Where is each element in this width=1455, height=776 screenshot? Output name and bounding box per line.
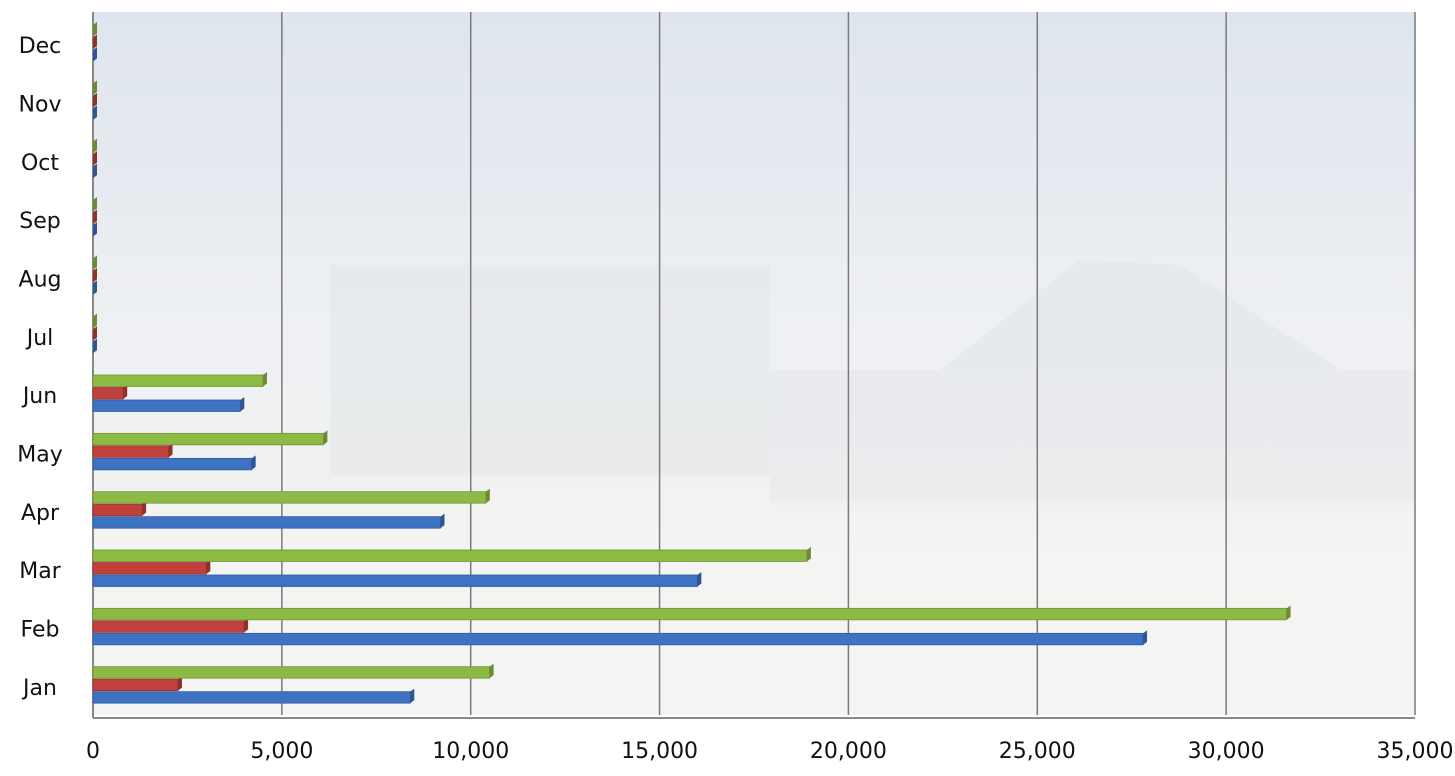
bar-end [93, 47, 97, 62]
bar [92, 574, 698, 587]
bar [92, 432, 324, 446]
bar-end [440, 513, 445, 529]
bar-end [93, 151, 97, 166]
bar [92, 491, 487, 504]
bar [92, 562, 207, 575]
bar-end [244, 617, 249, 633]
bar [92, 374, 264, 387]
bar [92, 445, 169, 458]
bar-end [123, 384, 128, 399]
y-tick-label: Nov [19, 93, 62, 118]
bar-end [93, 267, 97, 283]
bar-end [142, 501, 147, 516]
background-roof [940, 260, 1340, 370]
bar-end [93, 313, 97, 329]
x-tick-label: 15,000 [621, 739, 698, 764]
x-tick-label: 30,000 [1188, 739, 1265, 764]
x-tick-label: 35,000 [1377, 739, 1454, 764]
bar-end [93, 138, 97, 154]
y-tick-label: Apr [21, 501, 60, 526]
bar [92, 549, 808, 562]
bar [92, 399, 241, 412]
bar [92, 632, 1144, 646]
bar-end [93, 222, 97, 237]
x-tick-label: 0 [86, 739, 100, 764]
y-tick-label: Mar [19, 559, 61, 584]
y-tick-label: Oct [21, 151, 59, 176]
y-tick-label: Dec [19, 34, 62, 59]
bar-end [323, 430, 328, 445]
bar-end [93, 197, 97, 212]
bar [92, 666, 491, 679]
bar [92, 620, 245, 633]
bar-end [93, 209, 97, 224]
bar [92, 678, 179, 692]
bar-end [93, 326, 97, 341]
y-tick-label: May [17, 443, 62, 468]
bar-end [240, 397, 245, 412]
bar-end [93, 80, 97, 95]
bar [92, 691, 411, 704]
bar-end [697, 572, 702, 587]
bar-end [177, 676, 182, 691]
bar-end [489, 663, 494, 679]
bar [92, 503, 143, 517]
x-tick-label: 5,000 [250, 739, 313, 764]
bar-end [1143, 630, 1148, 645]
y-tick-label: Jul [25, 326, 54, 351]
bar [92, 457, 253, 471]
y-tick-label: Sep [19, 209, 60, 234]
bar [92, 516, 441, 529]
background-building [770, 370, 1415, 510]
y-tick-label: Aug [19, 268, 62, 293]
bar-end [168, 442, 173, 458]
bar-end [93, 92, 97, 108]
bar [92, 387, 124, 400]
bar-end [806, 547, 811, 562]
bar-end [93, 22, 97, 37]
bar [92, 607, 1287, 621]
y-tick-label: Feb [21, 618, 60, 643]
bar-end [1286, 605, 1291, 620]
x-tick-label: 20,000 [810, 739, 887, 764]
bar-end [93, 255, 97, 270]
bar-end [251, 455, 256, 470]
bar-end [93, 105, 97, 120]
y-tick-label: Jun [21, 384, 57, 409]
bar-end [93, 34, 97, 49]
x-tick-label: 25,000 [999, 739, 1076, 764]
bar-end [206, 559, 211, 574]
background-ground [93, 500, 1415, 715]
background-building [330, 265, 770, 475]
bar-end [410, 688, 415, 704]
bar-end [93, 163, 97, 179]
x-tick-label: 10,000 [432, 739, 509, 764]
bar-end [93, 280, 97, 295]
y-tick-label: Jan [21, 676, 57, 701]
bar-end [485, 488, 490, 504]
bar-end [262, 372, 267, 387]
bar-end [93, 338, 97, 354]
